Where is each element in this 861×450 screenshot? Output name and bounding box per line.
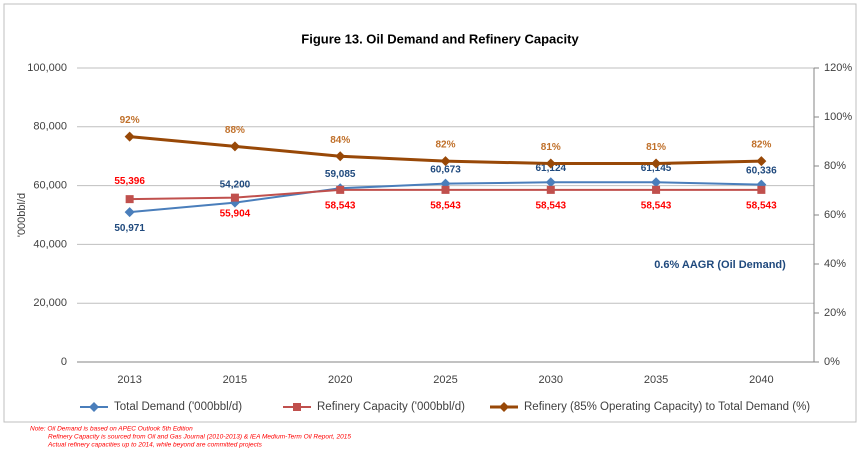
- data-label: 58,543: [641, 201, 672, 212]
- y2-tick-label: 100%: [824, 111, 852, 123]
- legend-marker: [293, 403, 301, 411]
- data-label: 88%: [225, 125, 245, 136]
- y-tick-label: 20,000: [33, 297, 67, 309]
- data-label: 55,904: [220, 208, 251, 219]
- data-point: [124, 207, 135, 218]
- data-label: 54,200: [220, 179, 251, 190]
- data-point: [545, 158, 556, 169]
- legend-label: Total Demand ('000bbl/d): [114, 401, 242, 413]
- x-tick-label: 2015: [223, 374, 247, 386]
- data-point: [757, 185, 766, 194]
- y-tick-label: 100,000: [27, 62, 67, 74]
- data-label: 58,543: [535, 201, 566, 212]
- data-point: [440, 156, 451, 167]
- data-label: 60,673: [430, 164, 461, 175]
- annotation: 0.6% AAGR (Oil Demand): [654, 259, 786, 271]
- legend-marker: [89, 402, 99, 412]
- y2-tick-label: 80%: [824, 160, 846, 172]
- data-label: 81%: [541, 142, 561, 153]
- chart-border: [3, 3, 857, 423]
- x-tick-label: 2040: [749, 374, 773, 386]
- chart-title: Figure 13. Oil Demand and Refinery Capac…: [301, 31, 579, 46]
- data-point: [124, 131, 135, 142]
- y2-tick-label: 40%: [824, 258, 846, 270]
- note: Actual refinery capacities up to 2014, w…: [47, 442, 263, 449]
- data-label: 55,396: [114, 176, 145, 187]
- note: Note: Oil Demand is based on APEC Outloo…: [30, 426, 193, 433]
- data-point: [230, 193, 239, 202]
- data-label: 81%: [646, 142, 666, 153]
- data-point: [652, 185, 661, 194]
- data-point: [125, 195, 134, 204]
- data-label: 84%: [330, 135, 350, 146]
- data-point: [651, 177, 662, 188]
- y-tick-label: 60,000: [33, 180, 67, 192]
- y-tick-label: 80,000: [33, 121, 67, 133]
- data-point: [336, 185, 345, 194]
- data-point: [335, 151, 346, 162]
- y2-tick-label: 60%: [824, 209, 846, 221]
- data-point: [651, 158, 662, 169]
- data-label: 50,971: [114, 223, 145, 234]
- data-label: 82%: [751, 140, 771, 151]
- x-tick-label: 2035: [644, 374, 668, 386]
- x-tick-label: 2013: [117, 374, 141, 386]
- legend-label: Refinery Capacity ('000bbl/d): [317, 401, 465, 413]
- note: Refinery Capacity is sourced from Oil an…: [48, 434, 351, 441]
- data-point: [229, 141, 240, 152]
- data-point: [441, 185, 450, 194]
- data-point: [546, 185, 555, 194]
- data-label: 82%: [435, 140, 455, 151]
- data-point: [756, 156, 767, 167]
- legend-marker: [499, 402, 509, 412]
- data-label: 92%: [120, 115, 140, 126]
- y-axis-label: '000bbl/d: [16, 193, 28, 237]
- x-tick-label: 2020: [328, 374, 352, 386]
- data-label: 61,124: [535, 163, 566, 174]
- data-label: 61,145: [641, 163, 672, 174]
- y-tick-label: 40,000: [33, 238, 67, 250]
- data-label: 59,085: [325, 169, 356, 180]
- y2-tick-label: 0%: [824, 356, 840, 368]
- data-label: 58,543: [325, 201, 356, 212]
- data-point: [545, 177, 556, 188]
- data-label: 58,543: [430, 201, 461, 212]
- y-tick-label: 0: [61, 356, 67, 368]
- y2-tick-label: 20%: [824, 307, 846, 319]
- x-tick-label: 2030: [539, 374, 563, 386]
- data-label: 60,336: [746, 165, 777, 176]
- legend-label: Refinery (85% Operating Capacity) to Tot…: [524, 401, 810, 413]
- data-label: 58,543: [746, 201, 777, 212]
- x-tick-label: 2025: [433, 374, 457, 386]
- y2-tick-label: 120%: [824, 62, 852, 74]
